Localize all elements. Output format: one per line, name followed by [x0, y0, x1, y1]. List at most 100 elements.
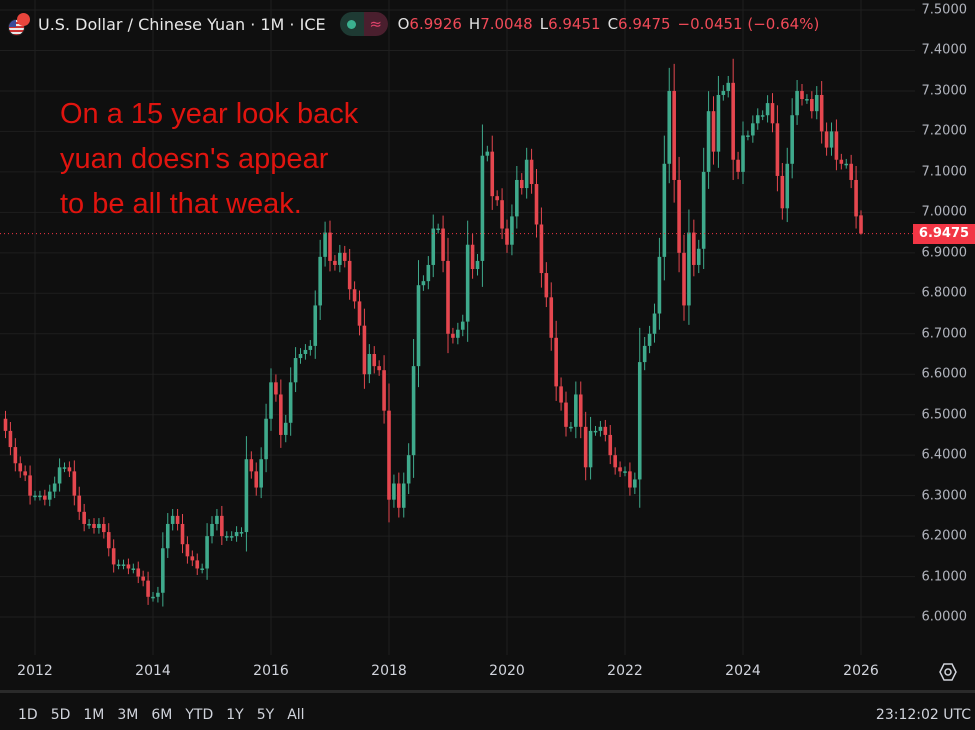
- candle-body: [480, 155, 485, 261]
- price-change: −0.0451 (−0.64%): [677, 15, 820, 33]
- range-button-3m[interactable]: 3M: [117, 707, 139, 723]
- candle-body: [190, 556, 195, 561]
- candle-body: [308, 345, 313, 350]
- candle-body: [28, 475, 32, 496]
- annotation-line: yuan doesn's appear: [60, 143, 329, 175]
- annotation-line: to be all that weak.: [60, 188, 302, 220]
- range-button-1m[interactable]: 1M: [83, 707, 105, 723]
- candle-body: [259, 459, 263, 488]
- candle-body: [33, 495, 37, 498]
- candle-body: [810, 99, 814, 112]
- candle-body: [593, 430, 598, 433]
- candle-body: [741, 135, 745, 172]
- candle-body: [795, 90, 799, 116]
- candle-body: [416, 285, 421, 367]
- candle-body: [200, 568, 204, 570]
- candle-body: [328, 232, 332, 261]
- candle-body: [603, 426, 608, 435]
- candle-body: [38, 495, 42, 498]
- candlestick-chart[interactable]: [0, 0, 915, 655]
- candle-body: [229, 536, 234, 538]
- candle-body: [775, 123, 780, 176]
- candle-body: [92, 523, 96, 529]
- candle-body: [57, 467, 62, 484]
- status-pill[interactable]: ≈: [339, 12, 388, 36]
- ohlc-value: 7.0048: [480, 15, 533, 33]
- chart-legend: U.S. Dollar / Chinese Yuan · 1M · ICE ≈ …: [8, 12, 826, 36]
- candle-body: [111, 548, 116, 565]
- candle-body: [220, 515, 224, 537]
- price-tick-label: 7.2000: [921, 123, 968, 139]
- candle-body: [623, 471, 627, 473]
- candle-body: [441, 228, 445, 261]
- annotation-text[interactable]: On a 15 year look back yuan doesn's appe…: [60, 92, 358, 227]
- range-button-all[interactable]: All: [287, 707, 305, 723]
- ohlc-key: O: [397, 15, 410, 33]
- candle-body: [549, 297, 554, 338]
- price-tick-label: 7.4000: [921, 42, 968, 58]
- candle-body: [156, 592, 160, 597]
- candle-body: [67, 467, 72, 472]
- candle-body: [401, 483, 406, 508]
- range-button-5d[interactable]: 5D: [50, 707, 71, 723]
- candle-body: [116, 564, 121, 566]
- candle-body: [790, 115, 794, 164]
- time-tick-label: 2014: [135, 663, 171, 679]
- candle-body: [628, 471, 632, 488]
- candle-body: [141, 576, 145, 581]
- candle-body: [215, 515, 219, 524]
- candle-body: [338, 252, 342, 265]
- range-button-5y[interactable]: 5Y: [256, 707, 275, 723]
- candle-body: [554, 337, 558, 387]
- candle-body: [564, 402, 568, 427]
- candle-body: [224, 536, 229, 538]
- range-button-1y[interactable]: 1Y: [226, 707, 244, 723]
- price-tick-label: 7.1000: [921, 164, 968, 180]
- last-price-label: 6.9475: [913, 223, 975, 244]
- candle-body: [569, 426, 573, 429]
- candle-body: [578, 394, 583, 427]
- candle-body: [780, 175, 785, 209]
- candle-body: [544, 273, 549, 298]
- candle-body: [677, 179, 681, 253]
- symbol-title[interactable]: U.S. Dollar / Chinese Yuan · 1M · ICE: [38, 14, 326, 34]
- ohlc-values: O6.9926 H7.0048 L6.9451 C6.9475 −0.0451 (−0.…: [398, 15, 827, 33]
- candle-body: [824, 131, 829, 148]
- price-tick-label: 6.3000: [921, 488, 968, 504]
- range-button-1d[interactable]: 1D: [18, 707, 38, 723]
- range-button-6m[interactable]: 6M: [151, 707, 173, 723]
- candle-body: [682, 252, 686, 306]
- ohlc-value: 6.9926: [409, 15, 462, 33]
- candle-body: [264, 418, 268, 460]
- range-button-ytd[interactable]: YTD: [185, 707, 214, 723]
- candle-body: [598, 426, 603, 431]
- price-tick-label: 6.5000: [921, 407, 968, 423]
- candle-body: [500, 200, 504, 229]
- candle-body: [392, 483, 396, 500]
- candle-body: [82, 511, 86, 524]
- candle-body: [121, 564, 126, 566]
- settings-gear-icon[interactable]: [938, 662, 958, 682]
- approx-data-icon: ≈: [363, 12, 388, 36]
- price-tick-label: 6.7000: [921, 326, 968, 342]
- candle-body: [313, 305, 318, 346]
- candle-body: [470, 244, 475, 270]
- candle-body: [839, 159, 844, 164]
- candle-body: [583, 426, 588, 468]
- candle-body: [3, 418, 8, 431]
- candle-body: [269, 382, 273, 419]
- candle-body: [716, 94, 721, 152]
- candle-body: [288, 382, 293, 423]
- candle-body: [529, 159, 534, 185]
- candle-body: [72, 471, 77, 496]
- candle-body: [515, 179, 519, 217]
- candle-body: [244, 459, 249, 533]
- candle-body: [687, 232, 691, 306]
- clock: 23:12:02 UTC: [875, 707, 971, 723]
- candle-body: [185, 544, 190, 557]
- annotation-line: On a 15 year look back: [60, 98, 359, 130]
- candle-body: [97, 523, 101, 529]
- candle-body: [844, 163, 849, 166]
- range-selector: 1D 5D 1M 3M 6M YTD 1Y 5Y All: [18, 707, 305, 723]
- price-tick-label: 7.5000: [921, 2, 968, 18]
